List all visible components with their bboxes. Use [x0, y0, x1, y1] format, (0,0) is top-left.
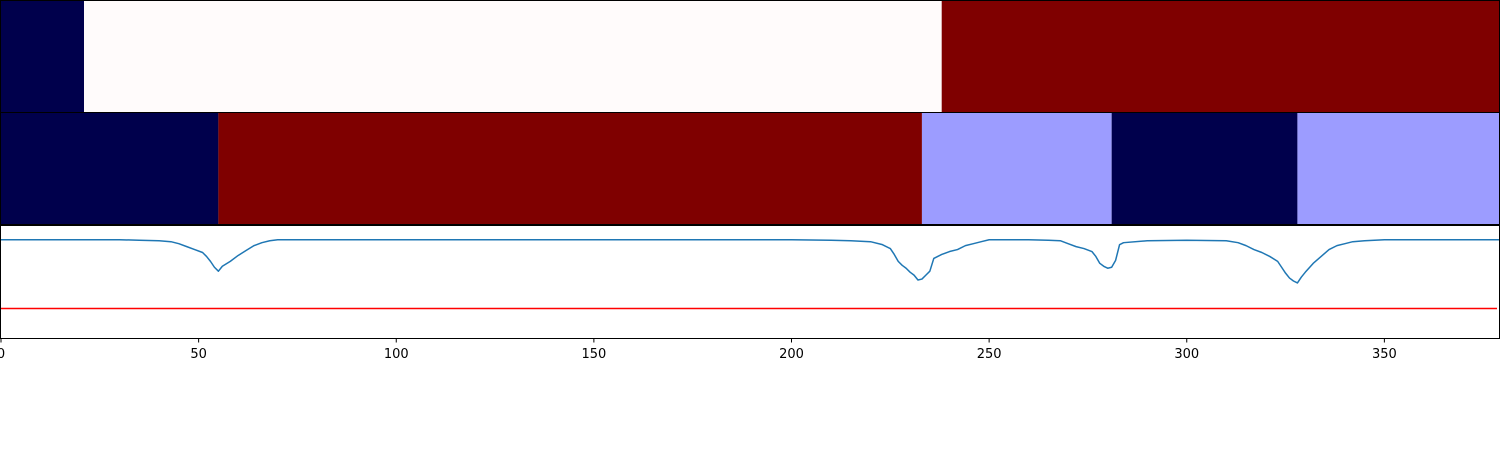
track-2-segment	[1111, 113, 1298, 225]
track-2	[0, 112, 1500, 225]
track-2-segment	[218, 113, 922, 225]
track-2-segment	[921, 113, 1112, 225]
signal-panel-frame	[0, 225, 1500, 339]
track-2-segment	[1297, 113, 1499, 225]
track-1-segment	[1, 1, 85, 113]
x-tick-label: 200	[779, 347, 804, 362]
x-tick-label: 350	[1372, 347, 1397, 362]
track-1-segment	[941, 1, 1499, 113]
label-tracks	[0, 0, 1500, 225]
x-tick-label: 250	[977, 347, 1002, 362]
x-axis: 0 50 100 150 200 250 300 350	[0, 338, 1397, 362]
x-tick-label: 150	[581, 347, 606, 362]
x-tick-label: 300	[1174, 347, 1199, 362]
x-tick-label: 50	[190, 347, 207, 362]
x-tick-label: 0	[0, 347, 5, 362]
track-2-segment	[1, 113, 219, 225]
track-1	[0, 0, 1500, 113]
track-1-segment	[84, 1, 942, 113]
signal-plot-area	[1, 238, 1499, 310]
x-tick-label: 100	[384, 347, 409, 362]
signal-panel	[0, 225, 1500, 339]
signal-line	[1, 238, 1499, 284]
